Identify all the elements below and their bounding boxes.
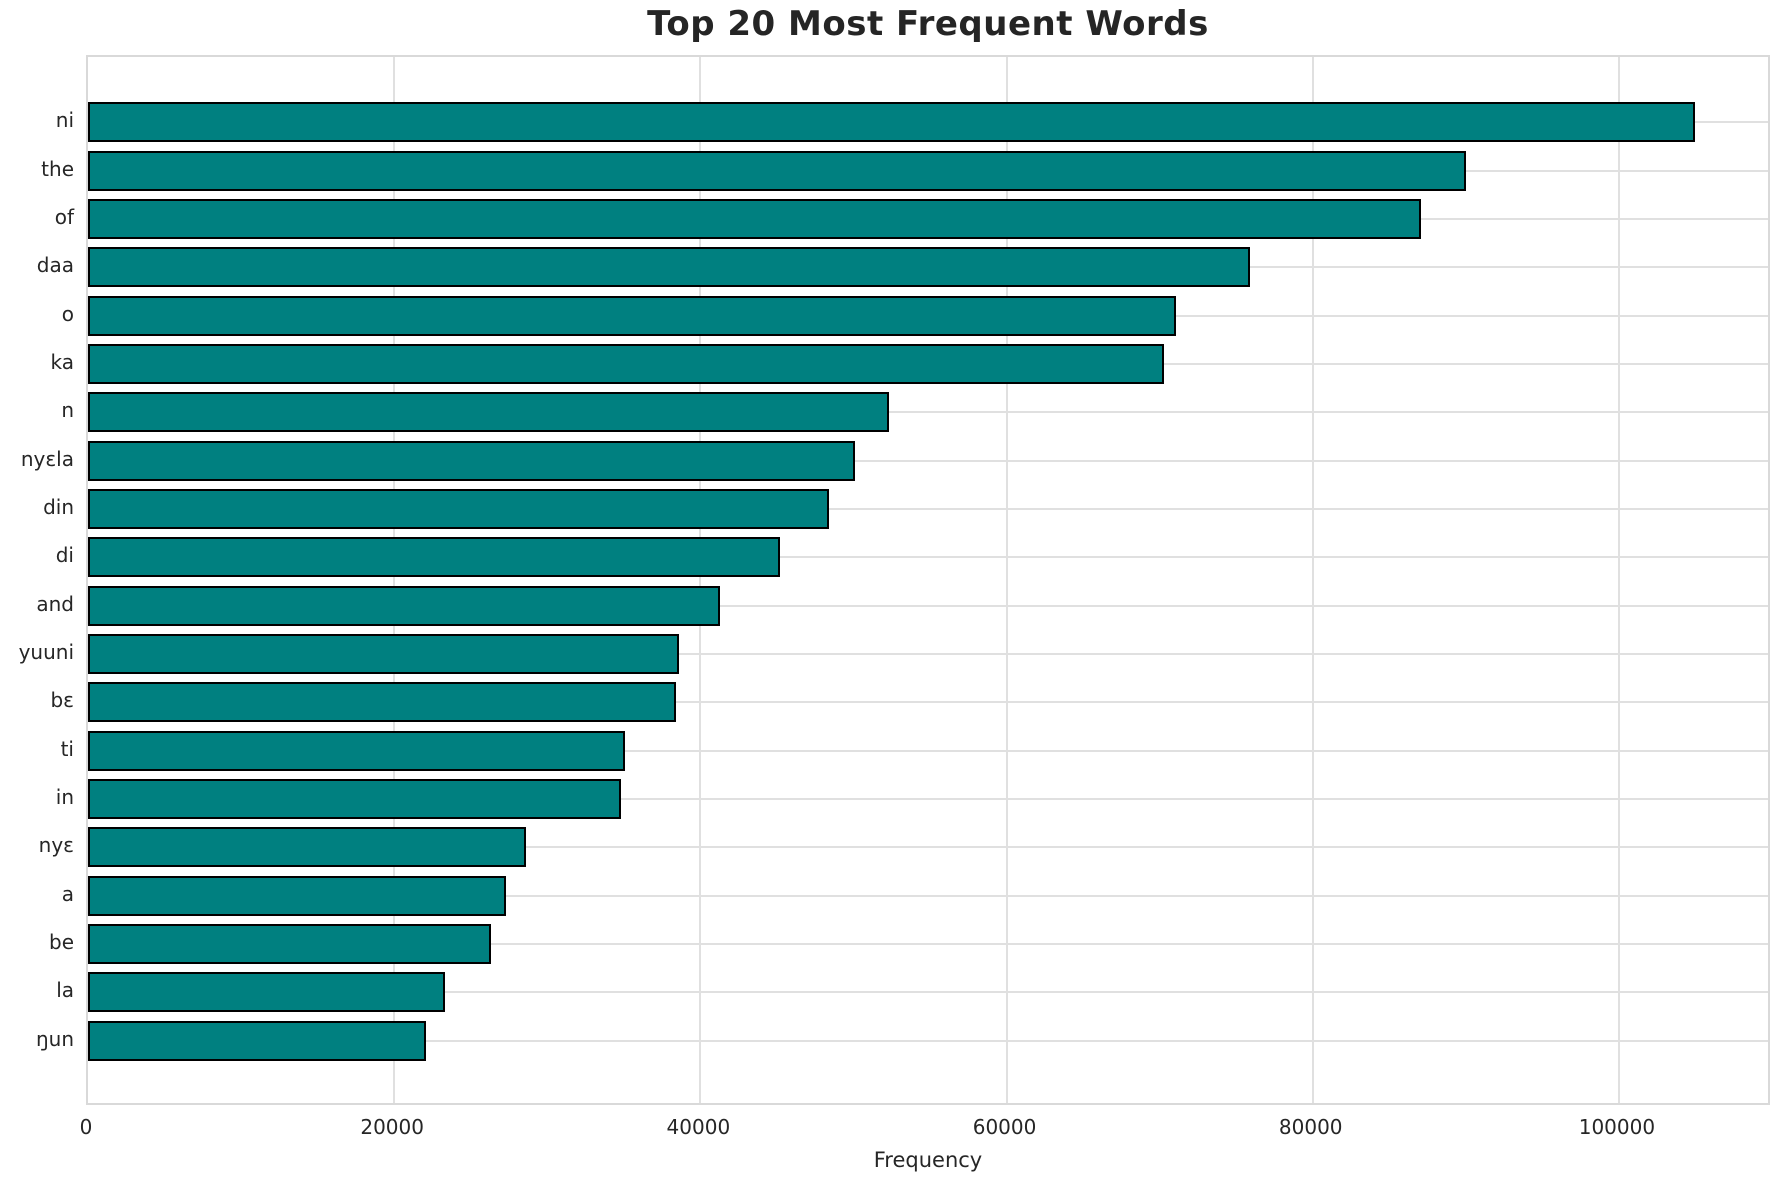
bar-of: [88, 198, 1422, 239]
horizontal-gridline: [88, 604, 1768, 607]
bar-ŋun: [88, 1020, 427, 1061]
plot-area: [86, 55, 1770, 1105]
vertical-gridline: [699, 57, 702, 1103]
bar-ka: [88, 343, 1165, 384]
x-axis-label: Frequency: [873, 1148, 983, 1172]
y-tick-label: nyɛla: [20, 446, 74, 471]
y-tick-label: daa: [36, 253, 74, 278]
x-tick-label: 0: [79, 1115, 93, 1139]
y-tick-label: nyɛ: [38, 833, 74, 858]
y-tick-label: of: [54, 204, 74, 229]
bar-nyɛla: [88, 440, 855, 481]
y-tick-label: be: [49, 930, 74, 955]
y-tick-label: o: [61, 301, 74, 326]
chart-title: Top 20 Most Frequent Words: [647, 4, 1209, 44]
y-tick-label: bɛ: [50, 688, 74, 713]
y-tick-label: n: [61, 398, 74, 423]
vertical-gridline: [1617, 57, 1620, 1103]
x-tick-label: 80000: [1278, 1115, 1343, 1139]
x-tick-label: 100000: [1578, 1115, 1656, 1139]
horizontal-gridline: [88, 798, 1768, 801]
bar-bɛ: [88, 682, 676, 723]
bar-nyɛ: [88, 827, 526, 868]
x-tick-label: 60000: [972, 1115, 1037, 1139]
bar-n: [88, 392, 889, 433]
bar-and: [88, 585, 721, 626]
vertical-gridline: [1311, 57, 1314, 1103]
horizontal-gridline: [88, 943, 1768, 946]
x-tick-label: 20000: [360, 1115, 424, 1139]
bar-din: [88, 488, 829, 529]
horizontal-gridline: [88, 556, 1768, 559]
y-tick-label: ti: [60, 736, 74, 761]
bar-be: [88, 924, 491, 965]
y-tick-label: in: [55, 785, 74, 810]
y-tick-label: di: [55, 543, 74, 568]
y-tick-label: din: [43, 494, 74, 519]
horizontal-gridline: [88, 846, 1768, 849]
horizontal-gridline: [88, 653, 1768, 656]
horizontal-gridline: [88, 411, 1768, 414]
y-tick-label: ŋun: [35, 1026, 74, 1051]
bar-yuuni: [88, 634, 679, 675]
horizontal-gridline: [88, 701, 1768, 704]
bar-ti: [88, 730, 626, 771]
bar-in: [88, 779, 621, 820]
bar-la: [88, 972, 445, 1013]
bar-the: [88, 150, 1466, 191]
bar-di: [88, 537, 780, 578]
horizontal-gridline: [88, 459, 1768, 462]
y-tick-label: yuuni: [18, 640, 74, 665]
y-tick-label: la: [56, 978, 74, 1003]
bar-ni: [88, 102, 1696, 143]
bar-daa: [88, 247, 1250, 288]
y-tick-label: ni: [55, 108, 74, 133]
y-tick-label: the: [41, 156, 74, 181]
vertical-gridline: [1005, 57, 1008, 1103]
horizontal-gridline: [88, 749, 1768, 752]
bar-o: [88, 295, 1177, 336]
horizontal-gridline: [88, 894, 1768, 897]
x-tick-label: 40000: [666, 1115, 731, 1139]
bar-a: [88, 875, 506, 916]
vertical-gridline: [393, 57, 396, 1103]
y-tick-label: and: [36, 591, 74, 616]
horizontal-gridline: [88, 507, 1768, 510]
horizontal-gridline: [88, 991, 1768, 994]
horizontal-gridline: [88, 1039, 1768, 1042]
y-tick-label: ka: [50, 349, 75, 374]
y-tick-label: a: [61, 881, 74, 906]
